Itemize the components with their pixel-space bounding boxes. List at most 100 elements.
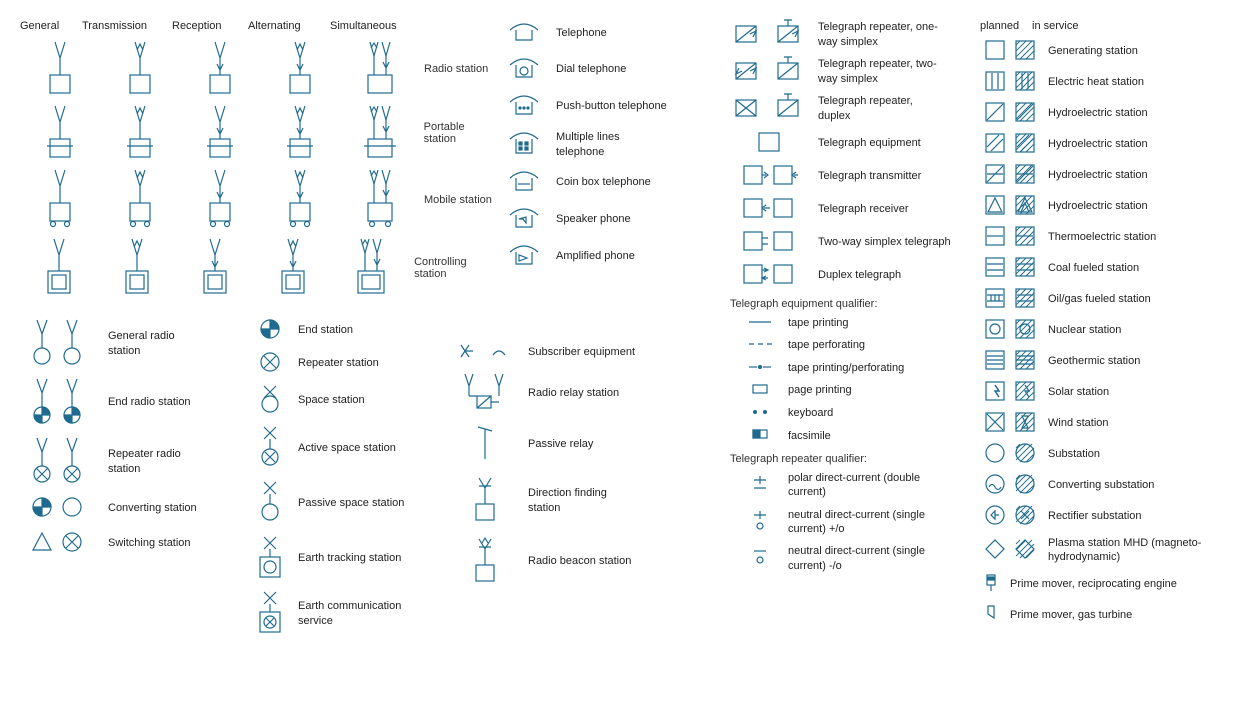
radio-station-icon	[45, 40, 75, 95]
planned-icon	[980, 195, 1010, 218]
power-label: Generating station	[1048, 44, 1138, 58]
power-row: Wind station	[980, 412, 1238, 435]
polar-dc-label: polar direct-current (double current)	[788, 471, 958, 500]
portable-rx-icon	[205, 104, 235, 159]
beacon-icon	[470, 535, 500, 585]
service-icon	[1010, 40, 1040, 63]
relay-station-label: Radio relay station	[528, 386, 619, 400]
controlling-tx-icon	[122, 237, 152, 295]
radio-sim-icon	[362, 40, 398, 95]
power-row: Generating station	[980, 40, 1238, 63]
power-label: Geothermic station	[1048, 354, 1140, 368]
neutral-pos-label: neutral direct-current (single current) …	[788, 508, 958, 537]
planned-icon	[980, 381, 1010, 404]
power-row: Hydroelectric station	[980, 195, 1238, 218]
radio-tx-icon	[125, 40, 155, 95]
mobile-sim-icon	[362, 168, 398, 228]
direction-finding-icon	[470, 474, 500, 524]
service-icon	[1010, 474, 1040, 497]
dial-phone-label: Dial telephone	[556, 62, 626, 76]
planned-icon	[980, 226, 1010, 249]
power-label: Hydroelectric station	[1048, 137, 1148, 151]
tg-duplex-icon	[742, 263, 798, 285]
power-label: Substation	[1048, 447, 1100, 461]
power-row: Hydroelectric station	[980, 133, 1238, 156]
controlling-label: Controlling station	[414, 256, 500, 280]
subscriber-label: Subscriber equipment	[528, 345, 635, 359]
planned-icon	[980, 257, 1010, 280]
passive-space-label: Passive space station	[298, 496, 404, 510]
earth-tracking-label: Earth tracking station	[298, 551, 401, 565]
telephone-label: Telephone	[556, 26, 607, 40]
end-radio-icon	[25, 377, 95, 425]
switching-icon	[25, 530, 95, 554]
col-transmission: Transmission	[82, 20, 172, 32]
power-row: Electric heat station	[980, 71, 1238, 94]
radio-rx-icon	[205, 40, 235, 95]
space-station-label: Space station	[298, 393, 365, 407]
tape-both-icon	[745, 363, 775, 371]
radio-grid: Radio station Portable station Mobile st…	[20, 40, 500, 298]
service-icon	[1010, 539, 1040, 562]
power-label: Electric heat station	[1048, 75, 1144, 89]
col-alternating: Alternating	[248, 20, 330, 32]
power-label: Solar station	[1048, 385, 1109, 399]
power-row: Nuclear station	[980, 319, 1238, 342]
mobile-label: Mobile station	[424, 194, 492, 206]
tg-rx-label: Telegraph receiver	[818, 202, 909, 216]
tg-rep-duplex-icon	[732, 94, 808, 120]
tg-tx-icon	[742, 164, 798, 186]
passive-space-icon	[259, 480, 281, 524]
space-station-icon	[259, 384, 281, 414]
portable-label: Portable station	[424, 121, 500, 145]
tg-duplex-label: Duplex telegraph	[818, 268, 901, 282]
direction-finding-label: Direction finding station	[528, 486, 638, 515]
keyboard-icon	[745, 408, 775, 416]
tg-rep-twoway-icon	[732, 57, 808, 83]
power-row: Hydroelectric station	[980, 164, 1238, 187]
converting-label: Converting station	[108, 501, 197, 515]
service-icon	[1010, 443, 1040, 466]
tape-print-label: tape printing	[788, 316, 849, 330]
neutral-neg-label: neutral direct-current (single current) …	[788, 544, 958, 573]
tg-tx-label: Telegraph transmitter	[818, 169, 921, 183]
converting-icon	[25, 495, 95, 519]
passive-relay-label: Passive relay	[528, 437, 593, 451]
tape-perf-label: tape perforating	[788, 338, 865, 352]
controlling-alt-icon	[278, 237, 308, 295]
keyboard-label: keyboard	[788, 406, 833, 420]
service-icon	[1010, 319, 1040, 342]
power-label: Hydroelectric station	[1048, 199, 1148, 213]
power-row: Substation	[980, 443, 1238, 466]
power-row: Oil/gas fueled station	[980, 288, 1238, 311]
recip-engine-label: Prime mover, reciprocating engine	[1010, 577, 1177, 591]
radio-alt-icon	[285, 40, 315, 95]
planned-icon	[980, 164, 1010, 187]
rep-qual-title: Telegraph repeater qualifier:	[730, 453, 980, 465]
end-station-label: End station	[298, 323, 353, 337]
equip-qual-title: Telegraph equipment qualifier:	[730, 298, 980, 310]
fax-icon	[745, 428, 775, 440]
tg-rep-oneway-label: Telegraph repeater, one-way simplex	[818, 20, 948, 49]
service-icon	[1010, 412, 1040, 435]
col-general: General	[20, 20, 82, 32]
repeater-station-label: Repeater station	[298, 356, 379, 370]
power-label: Oil/gas fueled station	[1048, 292, 1151, 306]
power-row: Converting substation	[980, 474, 1238, 497]
planned-icon	[980, 443, 1010, 466]
power-label: Converting substation	[1048, 478, 1154, 492]
tg-2way-icon	[742, 230, 798, 252]
tg-2way-label: Two-way simplex telegraph	[818, 235, 951, 249]
mobile-rx-icon	[205, 168, 235, 228]
power-label: Nuclear station	[1048, 323, 1121, 337]
tg-rep-twoway-label: Telegraph repeater, two-way simplex	[818, 57, 948, 86]
col-reception: Reception	[172, 20, 248, 32]
polar-dc-icon	[750, 476, 770, 492]
service-icon	[1010, 288, 1040, 311]
earth-comm-icon	[257, 590, 283, 634]
page-print-label: page printing	[788, 383, 852, 397]
power-row: Geothermic station	[980, 350, 1238, 373]
beacon-label: Radio beacon station	[528, 554, 631, 568]
tg-rx-icon	[742, 197, 798, 219]
speaker-phone-label: Speaker phone	[556, 212, 631, 226]
